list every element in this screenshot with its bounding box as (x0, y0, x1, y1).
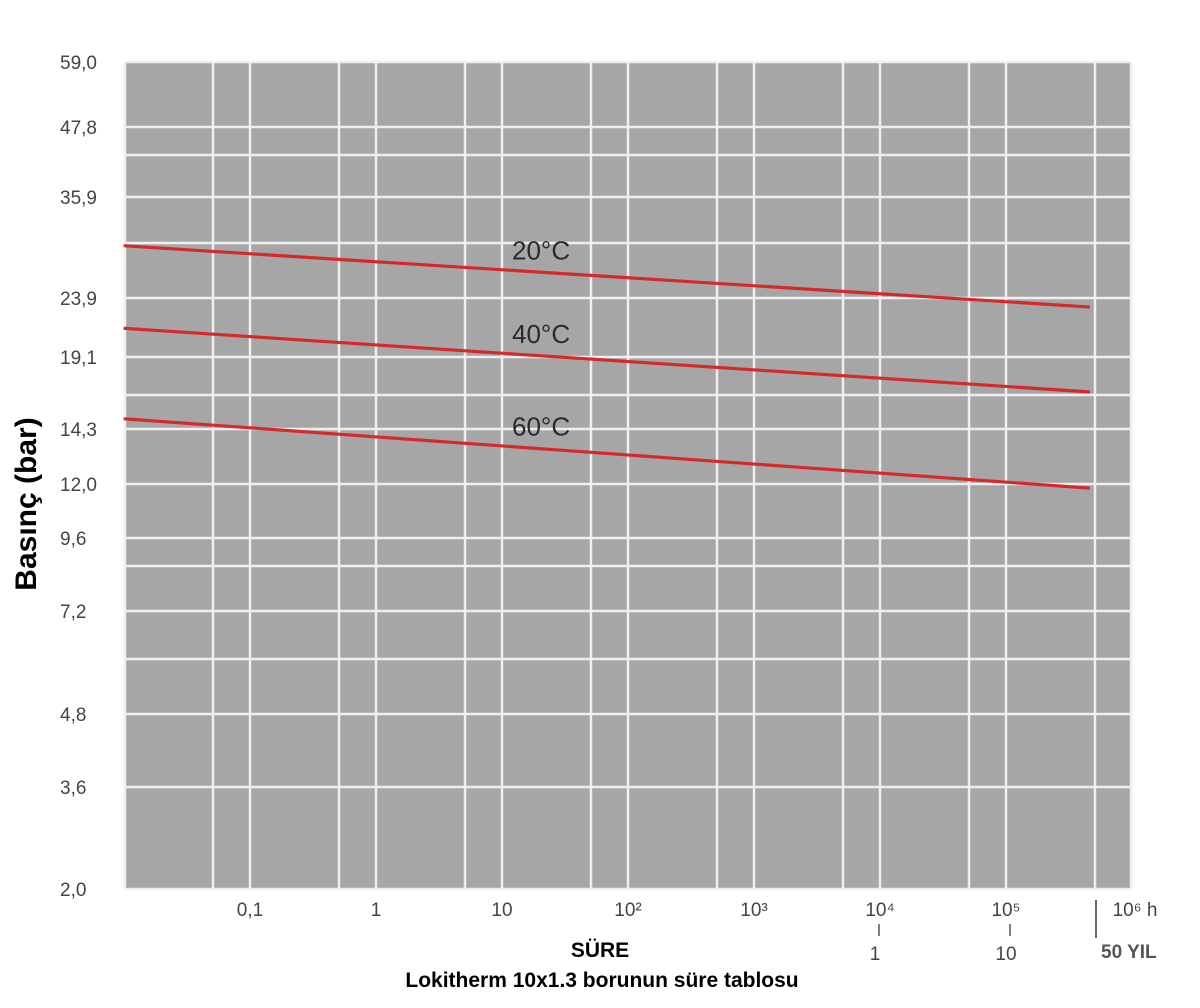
y-tick-label: 9,6 (60, 529, 86, 550)
chart-title: Lokitherm 10x1.3 borunun süre tablosu (405, 969, 798, 992)
year-tick-label: 10 (995, 944, 1016, 965)
series-line (123, 417, 1091, 490)
x-tick-label: 10³ (740, 900, 767, 921)
x-axis-label: SÜRE (571, 939, 629, 962)
y-tick-label: 23,9 (60, 289, 97, 310)
x-tick-label: 10 (491, 900, 512, 921)
y-tick-label: 14,3 (60, 420, 97, 441)
year-tick-label: 1 (870, 944, 881, 965)
series-line (123, 326, 1091, 394)
y-tick-label: 12,0 (60, 475, 97, 496)
x-tick-label: 10⁶ h (1113, 900, 1158, 921)
y-tick-label: 19,1 (60, 348, 97, 369)
series-lines: 20°C 40°C 60°C (123, 235, 1091, 490)
series-line (123, 244, 1091, 309)
series-label: 60°C (512, 412, 570, 442)
y-tick-label: 4,8 (60, 705, 86, 726)
year-axis: 1 10 (870, 900, 1097, 965)
y-axis-label: Basınç (bar) (10, 417, 43, 590)
y-tick-label: 7,2 (60, 602, 86, 623)
x-tick-label: 10⁴ (865, 900, 894, 921)
y-tick-label: 35,9 (60, 188, 97, 209)
series-label: 20°C (512, 235, 570, 265)
series-label: 40°C (512, 319, 570, 349)
y-tick-label: 3,6 (60, 778, 86, 799)
y-tick-label: 2,0 (60, 880, 86, 901)
x-tick-label: 10⁵ (991, 900, 1020, 921)
y-axis-tick-labels: 59,0 47,8 35,9 23,9 19,1 14,3 12,0 9,6 7,2 4,8 3,6… (60, 53, 97, 901)
x-tick-label: 1 (371, 900, 382, 921)
grid-lines (123, 60, 1133, 891)
x-tick-label: 0,1 (237, 900, 263, 921)
x-axis-tick-labels: 0,1 1 10 10² 10³ 10⁴ 10⁵ 10⁶ h (237, 900, 1158, 921)
fifty-years-label: 50 YIL (1101, 942, 1157, 963)
y-tick-label: 59,0 (60, 53, 97, 74)
y-tick-label: 47,8 (60, 118, 97, 139)
x-tick-label: 10² (614, 900, 641, 921)
